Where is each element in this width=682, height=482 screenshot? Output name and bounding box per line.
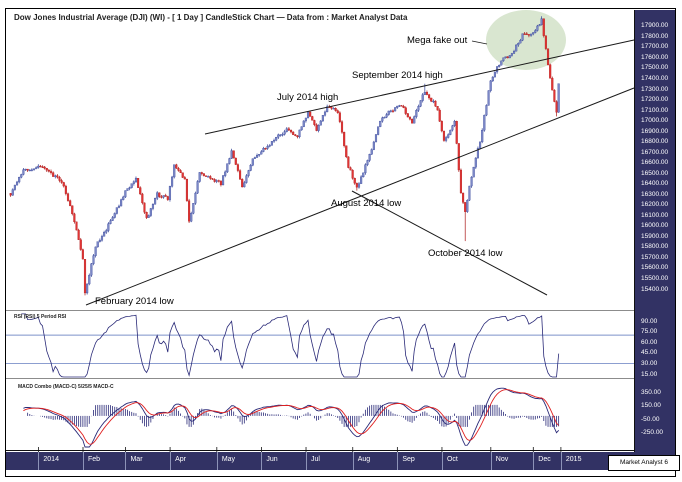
axis-label: 16900.00: [641, 127, 669, 135]
axis-label: 16700.00: [641, 148, 669, 156]
axis-label: 17400.00: [641, 74, 669, 82]
axis-label: 17100.00: [641, 106, 669, 114]
month-separator: [170, 452, 172, 470]
annotation-mega-fake-out: Mega fake out: [407, 35, 468, 46]
macd-pane-label: MACD Combo (MACD-C) 5/25/5 MACD-C: [18, 384, 114, 390]
month-separator: [125, 452, 127, 470]
month-label: Nov: [495, 456, 509, 463]
axis-label: 17600.00: [641, 53, 669, 61]
axis-label: 30.00: [641, 359, 658, 367]
month-separator: [560, 452, 562, 470]
rsi-pane-label: RSI (RSI) 5 Period RSI: [14, 314, 67, 320]
axis-label: 90.00: [641, 317, 658, 325]
annotation-september-high: September 2014 high: [352, 70, 443, 81]
axis-label: 17900.00: [641, 22, 669, 30]
annotation-pointer-line: [471, 40, 488, 45]
month-label: Jul: [311, 456, 320, 463]
month-label: Feb: [88, 456, 101, 463]
rsi-line: [21, 313, 560, 378]
month-separator: [352, 452, 354, 470]
axis-label: -250.00: [641, 429, 664, 437]
axis-label: 17500.00: [641, 64, 669, 72]
month-label: 2014: [43, 456, 59, 463]
annotation-february-low: February 2014 low: [95, 296, 174, 307]
trendline-lower-lows: [351, 190, 548, 296]
month-separator: [261, 452, 263, 470]
axis-label: 16600.00: [641, 159, 669, 167]
chart-title: Dow Jones Industrial Average (DJI) (WI) …: [14, 13, 408, 22]
axis-label: 17300.00: [641, 85, 669, 93]
axis-label: 15800.00: [641, 243, 669, 251]
candles: [9, 16, 560, 296]
axis-label: 17000.00: [641, 117, 669, 125]
month-separator: [38, 452, 40, 470]
annotation-august-low: August 2014 low: [331, 198, 402, 209]
axis-label: 15400.00: [641, 285, 669, 293]
axis-label: 16000.00: [641, 222, 669, 230]
month-label: Oct: [446, 456, 458, 463]
axis-label: 16100.00: [641, 211, 669, 219]
axis-label: 16500.00: [641, 169, 669, 177]
axis-label: 15500.00: [641, 274, 669, 282]
trendline-upper-channel: [204, 39, 635, 135]
annotation-october-low: October 2014 low: [428, 248, 503, 259]
month-separator: [490, 452, 492, 470]
axis-label: 75.00: [641, 328, 658, 336]
month-label: May: [221, 456, 236, 463]
axis-label: 17700.00: [641, 43, 669, 51]
month-label: Apr: [175, 456, 186, 463]
price-axis: 17900.00 17800.00 17700.00 17600.00 17500.00…: [635, 10, 675, 470]
axis-label: 15600.00: [641, 264, 669, 272]
axis-label: 17200.00: [641, 96, 669, 104]
month-label: Mar: [130, 456, 143, 463]
month-separator: [83, 452, 84, 470]
trendline-rising-support: [85, 87, 635, 306]
axis-label: 16800.00: [641, 138, 669, 146]
axis-label: 45.00: [641, 349, 658, 357]
month-label: Dec: [538, 456, 551, 463]
annotation-july-high: July 2014 high: [277, 92, 339, 103]
mega-fake-out-highlight-circle: [486, 10, 566, 70]
axis-label: 60.00: [641, 338, 658, 346]
axis-label: 17800.00: [641, 32, 669, 40]
month-label: Jun: [266, 456, 278, 463]
axis-label: 150.00: [641, 402, 661, 410]
month-separator: [533, 452, 535, 470]
axis-label: 16400.00: [641, 180, 669, 188]
macd-signal-line: [23, 389, 560, 445]
axis-label: 15.00: [641, 370, 658, 378]
axis-label: 15700.00: [641, 253, 669, 261]
axis-label: -50.00: [641, 415, 660, 423]
date-axis: 2014 Feb Mar Apr May Jun Jul Aug Sep Oct Nov Dec 201…: [6, 452, 675, 470]
month-separator: [397, 452, 399, 470]
month-label: Sep: [402, 456, 415, 463]
axis-label: 350.00: [641, 388, 661, 396]
month-label: 2015: [565, 456, 582, 463]
chart-frame: [5, 8, 676, 477]
month-label: Aug: [357, 456, 371, 463]
market-analyst-badge: Market Analyst 6: [608, 455, 680, 471]
month-separator: [216, 452, 218, 470]
axis-label: 16300.00: [641, 190, 669, 198]
macd-line: [23, 387, 560, 448]
axis-label: 16200.00: [641, 201, 669, 209]
axis-label: 15900.00: [641, 232, 669, 240]
month-separator: [441, 452, 443, 470]
month-separator: [306, 452, 308, 470]
